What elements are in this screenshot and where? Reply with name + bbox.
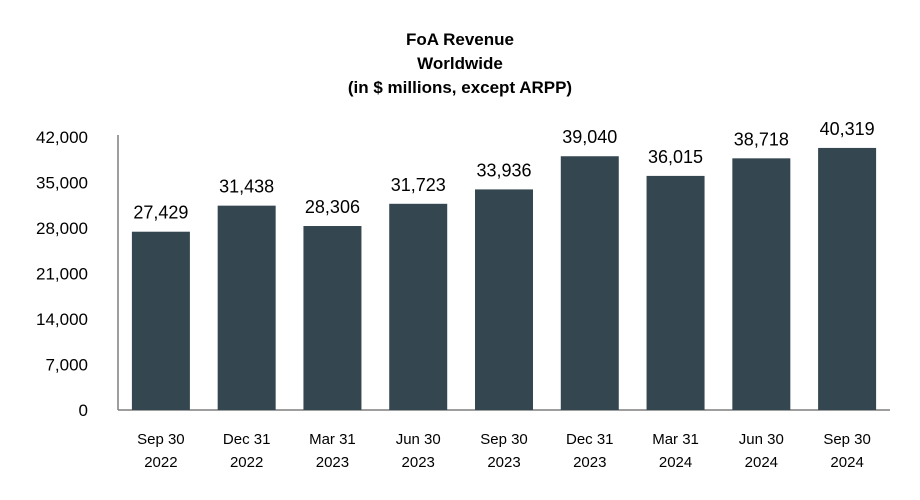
chart-title-line-1: FoA Revenue xyxy=(405,30,514,49)
x-tick-label-period: Jun 30 xyxy=(396,431,441,448)
x-tick-label-year: 2022 xyxy=(230,454,263,471)
bar xyxy=(303,226,362,410)
x-tick-label-period: Sep 30 xyxy=(823,431,871,448)
x-tick-label-period: Mar 31 xyxy=(309,431,356,448)
value-labels: 27,429 31,438 28,306 31,723 33,936 39,040 36,0… xyxy=(133,119,874,223)
bar xyxy=(560,156,619,410)
bar-value-label: 31,723 xyxy=(391,175,446,195)
x-tick-label-year: 2023 xyxy=(573,454,606,471)
y-tick-label: 35,000 xyxy=(36,174,88,193)
bar xyxy=(389,203,448,410)
x-tick-label-period: Dec 31 xyxy=(566,431,614,448)
x-tick-label-year: 2023 xyxy=(316,454,349,471)
x-tick-label-period: Sep 30 xyxy=(137,431,185,448)
bar-value-label: 40,319 xyxy=(820,119,875,139)
bar-value-label: 27,429 xyxy=(133,203,188,223)
bar-value-label: 38,718 xyxy=(734,129,789,149)
x-tick-label-year: 2022 xyxy=(144,454,177,471)
bar xyxy=(217,205,276,410)
bar xyxy=(818,147,877,410)
x-tick-label-year: 2023 xyxy=(487,454,520,471)
y-tick-label: 0 xyxy=(79,401,88,420)
bar-value-label: 36,015 xyxy=(648,147,703,167)
chart-title-line-3: (in $ millions, except ARPP) xyxy=(347,78,573,97)
x-axis-labels: Sep 30 2022 Dec 31 2022 Mar 31 2023 Jun 30 2023… xyxy=(137,431,871,471)
bar xyxy=(475,189,533,410)
x-tick-label-year: 2024 xyxy=(659,454,692,471)
bar-value-label: 39,040 xyxy=(562,127,617,147)
bar xyxy=(732,158,791,410)
y-tick-label: 7,000 xyxy=(45,356,88,375)
bar-value-label: 33,936 xyxy=(476,160,531,180)
chart-title: FoA Revenue Worldwide (in $ millions, ex… xyxy=(0,28,920,100)
x-tick-label-period: Dec 31 xyxy=(223,431,271,448)
bar xyxy=(646,175,705,410)
y-tick-label: 42,000 xyxy=(36,128,88,147)
y-tick-label: 14,000 xyxy=(36,310,88,329)
bar xyxy=(131,231,190,410)
bars xyxy=(131,147,877,410)
y-tick-label: 21,000 xyxy=(36,265,88,284)
x-tick-label-period: Jun 30 xyxy=(739,431,784,448)
x-tick-label-year: 2024 xyxy=(745,454,778,471)
x-tick-label-year: 2024 xyxy=(830,454,863,471)
x-tick-label-period: Sep 30 xyxy=(480,431,528,448)
x-tick-label-year: 2023 xyxy=(402,454,435,471)
bar-value-label: 28,306 xyxy=(305,197,360,217)
x-tick-label-period: Mar 31 xyxy=(652,431,699,448)
chart-title-line-2: Worldwide xyxy=(417,54,503,73)
y-tick-label: 28,000 xyxy=(36,219,88,238)
bar-value-label: 31,438 xyxy=(219,177,274,197)
